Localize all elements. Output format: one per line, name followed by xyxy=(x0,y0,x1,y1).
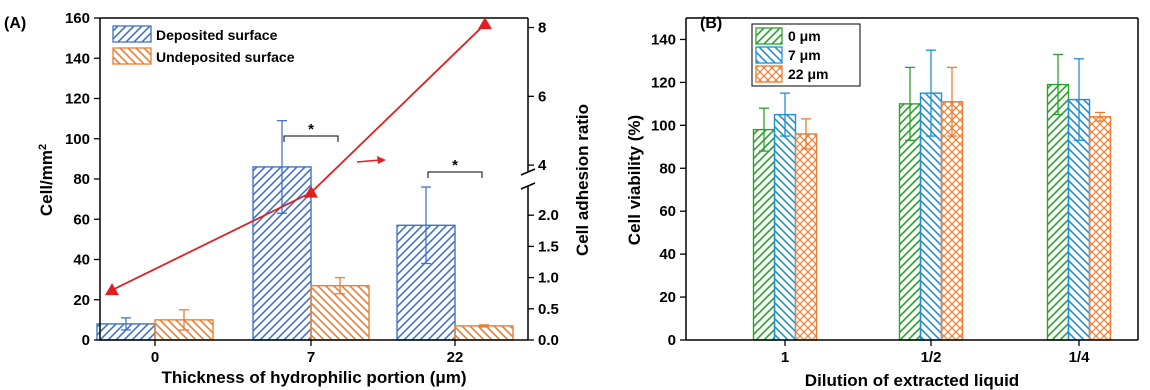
ratio-marker xyxy=(105,283,119,295)
y-tick-label: 60 xyxy=(659,203,676,220)
bar-22μm-1/4 xyxy=(1090,117,1111,340)
right-axis-arrow xyxy=(357,160,380,162)
panel-b-bars xyxy=(754,85,1111,340)
x-tick-label: 1/4 xyxy=(1069,349,1091,366)
y-tick-label: 120 xyxy=(65,91,90,108)
panel-a-bars xyxy=(97,167,513,340)
y-tick-label: 40 xyxy=(659,246,676,263)
y2-tick-label: 1.0 xyxy=(538,270,559,287)
x-tick-label: 22 xyxy=(447,349,464,366)
panel-b-x-axis-label: Dilution of extracted liquid xyxy=(805,371,1019,390)
panel-a-x-axis-label: Thickness of hydrophilic portion (μm) xyxy=(161,368,466,387)
panel-b-legend: 0 μm 7 μm 22 μm xyxy=(752,24,860,86)
y-tick-label: 60 xyxy=(73,211,90,228)
y-tick-label: 80 xyxy=(73,171,90,188)
y2-tick-label: 6 xyxy=(538,88,546,105)
x-tick-label: 0 xyxy=(151,349,159,366)
bar-7μm-1 xyxy=(775,115,796,340)
panel-a-label: (A) xyxy=(4,15,26,32)
y-tick-label: 20 xyxy=(659,289,676,306)
y2-tick-label: 1.5 xyxy=(538,238,559,255)
y2-tick-label: 0.0 xyxy=(538,332,559,349)
y-tick-label: 140 xyxy=(65,50,90,67)
y-tick-label: 160 xyxy=(65,10,90,27)
y2-tick-label: 0.5 xyxy=(538,301,559,318)
y-tick-label: 100 xyxy=(651,117,676,134)
y-tick-label: 80 xyxy=(659,160,676,177)
legend-label-7um: 7 μm xyxy=(788,47,821,63)
x-tick-label: 1 xyxy=(781,349,789,366)
bar-22μm-1 xyxy=(796,134,817,340)
panel-b-x-ticks: 1 1/2 1/4 xyxy=(781,340,1090,366)
legend-swatch-deposited xyxy=(113,26,151,42)
bar-0μm-1/4 xyxy=(1048,85,1069,340)
ratio-marker xyxy=(478,17,492,29)
x-tick-label: 1/2 xyxy=(921,349,942,366)
right-axis-arrow-head xyxy=(377,156,386,164)
y2-tick-label: 8 xyxy=(538,20,546,37)
legend-swatch-undeposited xyxy=(113,48,151,64)
legend-swatch-22um xyxy=(756,66,782,82)
y-tick-label: 0 xyxy=(668,332,676,349)
panel-a-y-ticks: 0 20 40 60 80 100 120 140 160 xyxy=(65,10,100,349)
panel-a-x-ticks: 0 7 22 xyxy=(151,340,464,366)
panel-a-y2-axis-label: Cell adhesion ratio xyxy=(573,104,592,256)
x-tick-label: 7 xyxy=(307,349,315,366)
legend-label-deposited: Deposited surface xyxy=(156,27,278,43)
bar-undeposited-22 xyxy=(455,326,513,340)
y-tick-label: 20 xyxy=(73,292,90,309)
y2-tick-label: 2.0 xyxy=(538,207,559,224)
bar-0μm-1 xyxy=(754,130,775,340)
legend-label-22um: 22 μm xyxy=(788,66,828,82)
legend-swatch-0um xyxy=(756,28,782,44)
significance-star: * xyxy=(452,157,458,174)
y-tick-label: 40 xyxy=(73,252,90,269)
y-tick-label: 0 xyxy=(82,332,90,349)
bar-22μm-1/2 xyxy=(942,102,963,340)
y-tick-label: 100 xyxy=(65,131,90,148)
y2-tick-label: 4 xyxy=(538,157,547,174)
legend-label-0um: 0 μm xyxy=(788,28,821,44)
legend-swatch-7um xyxy=(756,47,782,63)
panel-b-y-axis-label: Cell viability (%) xyxy=(625,115,644,245)
panel-a-y-axis-label: Cell/mm2 xyxy=(37,144,56,216)
panel-b-y-ticks: 0 20 40 60 80 100 120 140 xyxy=(651,31,686,349)
legend-label-undeposited: Undeposited surface xyxy=(156,49,295,65)
significance-star: * xyxy=(308,121,314,138)
y-tick-label: 140 xyxy=(651,31,676,48)
panel-a-legend: Deposited surface Undeposited surface xyxy=(113,26,295,65)
y-tick-label: 120 xyxy=(651,74,676,91)
